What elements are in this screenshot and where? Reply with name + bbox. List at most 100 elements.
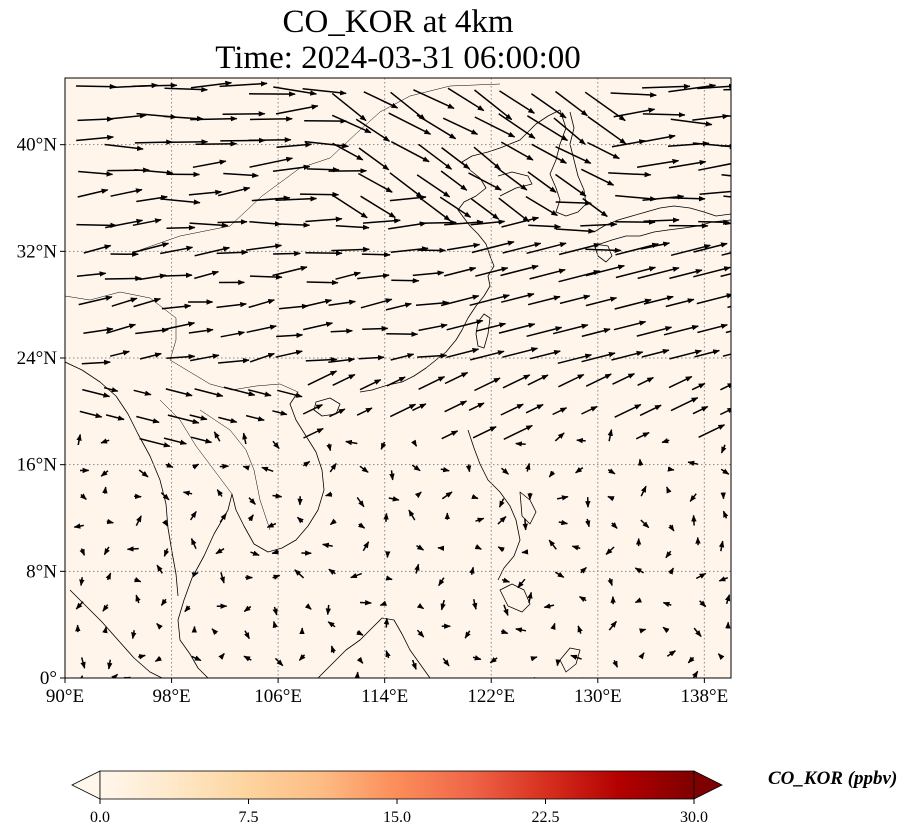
wind-vector — [667, 196, 706, 202]
wind-vector — [246, 324, 277, 334]
wind-vector — [721, 252, 731, 256]
wind-vector — [663, 324, 699, 336]
wind-vector — [307, 370, 338, 386]
wind-vector — [743, 683, 752, 686]
wind-vector — [272, 606, 278, 616]
wind-vector — [134, 577, 142, 583]
wind-vector — [219, 512, 227, 523]
wind-vector — [354, 671, 360, 678]
wind-vector — [272, 493, 283, 499]
wind-vector — [610, 522, 618, 529]
wind-vector — [670, 118, 713, 127]
x-axis: 90°E 98°E 106°E 114°E 122°E 130°E 138°E — [46, 678, 728, 707]
wind-vector — [190, 353, 220, 362]
wind-vector — [272, 574, 281, 580]
wind-vector — [246, 243, 283, 251]
wind-vector — [249, 274, 283, 280]
wind-vector — [638, 458, 644, 466]
wind-vector — [662, 601, 672, 608]
coastline-taiwan — [475, 313, 491, 349]
wind-vector — [329, 408, 346, 418]
wind-vector — [243, 655, 252, 662]
wind-vector — [79, 410, 103, 419]
wind-vector — [440, 687, 449, 690]
wind-vector — [329, 685, 331, 693]
wind-vector — [138, 469, 149, 478]
wind-vector — [525, 462, 531, 472]
wind-vector — [358, 522, 366, 529]
wind-vector — [640, 519, 650, 529]
wind-vector — [580, 168, 615, 186]
wind-vector — [571, 545, 581, 551]
wind-vector — [416, 114, 457, 140]
wind-vector — [223, 386, 256, 397]
wind-vector — [388, 496, 400, 502]
wind-vector — [154, 655, 162, 663]
wind-vector — [440, 466, 450, 473]
y-tick-label: 16°N — [17, 455, 58, 476]
wind-vector — [472, 655, 482, 661]
wind-vector — [753, 296, 787, 305]
wind-vector — [133, 389, 152, 396]
wind-vector — [529, 268, 566, 280]
wind-vector — [192, 159, 227, 169]
colorbar-tick-label: 15.0 — [383, 809, 411, 826]
wind-vector — [522, 518, 528, 531]
wind-vector — [411, 439, 418, 447]
wind-vector — [248, 497, 256, 505]
wind-vector — [724, 222, 731, 225]
wind-vector — [474, 377, 501, 392]
wind-vector — [749, 159, 790, 167]
wind-vector — [639, 404, 662, 417]
wind-vector — [305, 216, 343, 223]
colorbar-gradient — [99, 770, 695, 800]
wind-vector — [104, 143, 144, 151]
wind-vector — [418, 143, 453, 170]
wind-vector — [138, 654, 146, 660]
wind-vector — [156, 564, 163, 574]
wind-vector — [527, 591, 533, 604]
wind-vector — [500, 628, 509, 635]
wind-vector — [693, 266, 731, 278]
wind-vector — [698, 219, 730, 225]
wind-vector — [582, 677, 589, 678]
wind-vectors — [73, 80, 790, 693]
wind-vector — [474, 89, 513, 121]
wind-vector — [272, 410, 288, 416]
wind-vector — [383, 512, 389, 522]
wind-vector — [139, 437, 171, 448]
wind-vector — [77, 188, 109, 198]
wind-vector — [465, 464, 472, 473]
wind-vector — [446, 319, 484, 331]
wind-vector — [356, 656, 364, 664]
wind-vector — [305, 250, 343, 256]
wind-vector — [79, 493, 87, 500]
wind-vector — [610, 92, 657, 98]
wind-vector — [642, 83, 691, 90]
wind-vector — [266, 522, 277, 528]
wind-vector — [223, 172, 259, 179]
colorbar-ticks: 0.0 7.5 15.0 22.5 30.0 — [90, 799, 708, 826]
wind-vector — [696, 293, 731, 305]
wind-vector — [222, 111, 266, 117]
wind-vector — [330, 645, 336, 654]
wind-vector — [139, 352, 162, 360]
wind-vector — [745, 552, 752, 561]
wind-vector — [608, 171, 652, 178]
wind-vector — [464, 630, 471, 639]
wind-vector — [217, 219, 248, 225]
wind-vector — [302, 87, 347, 96]
wind-vector — [607, 495, 615, 502]
wind-vector — [330, 328, 353, 334]
wind-vector — [328, 357, 356, 363]
wind-vector — [134, 493, 142, 500]
wind-vector — [515, 441, 526, 447]
wind-vector — [302, 404, 324, 415]
wind-vector — [526, 326, 563, 338]
wind-vector — [362, 325, 389, 332]
wind-vector — [585, 373, 612, 387]
wind-vector — [276, 332, 304, 338]
wind-vector — [188, 327, 214, 334]
wind-vector — [580, 566, 587, 574]
coastline-philippines — [467, 429, 521, 581]
